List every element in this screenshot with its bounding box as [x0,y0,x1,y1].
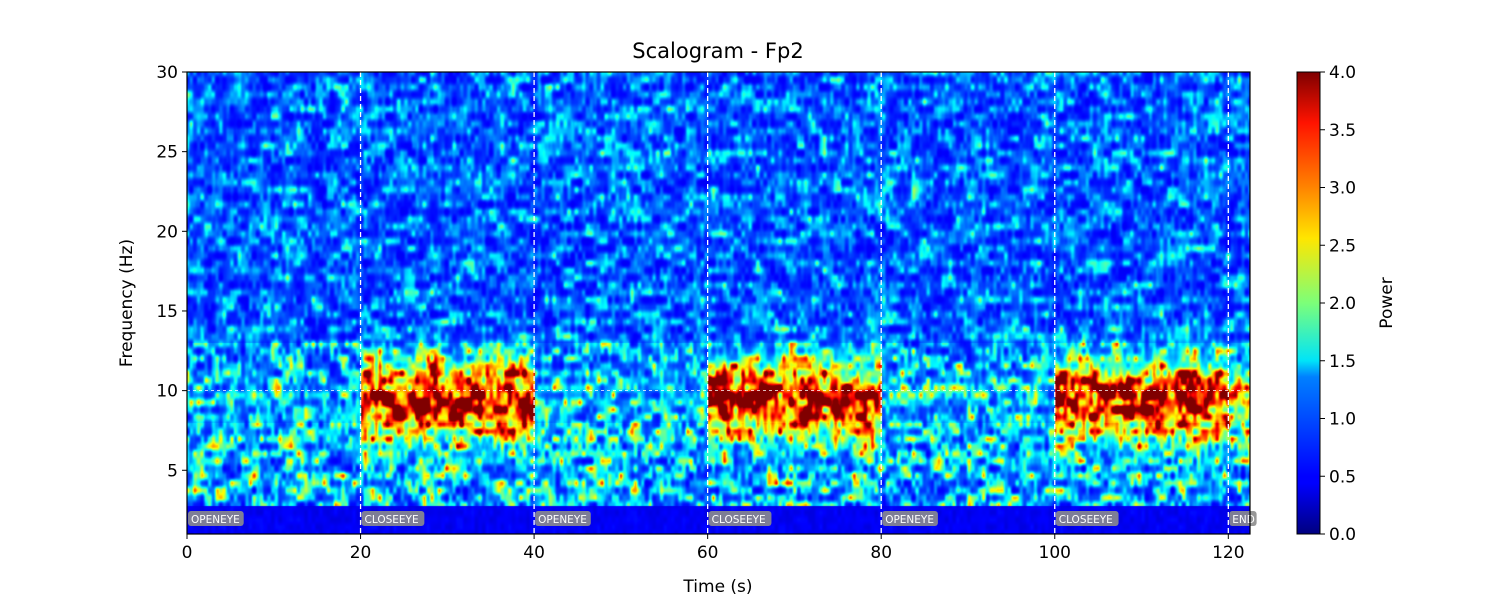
colorbar-label: Power [1377,277,1397,328]
chart-title: Scalogram - Fp2 [632,39,803,63]
y-tick-label: 15 [156,302,178,322]
event-marker-label: CLOSEEYE [365,514,419,526]
x-tick-label: 80 [870,543,892,563]
colorbar-tick-label: 3.0 [1329,179,1356,199]
event-label-box [708,511,772,526]
colorbar-tick-label: 2.0 [1329,294,1356,314]
x-tick-label: 20 [350,543,372,563]
colorbar-tick-label: 1.0 [1329,410,1356,430]
colorbar-tick-label: 0.0 [1329,525,1356,545]
event-marker-label: CLOSEEYE [712,514,766,526]
colorbar-tick-label: 3.5 [1329,121,1356,141]
event-label-box [1055,511,1119,526]
y-tick-label: 10 [156,382,178,402]
colorbar-ticks: 0.0 0.5 1.0 1.5 2.0 2.5 3.0 3.5 4.0 [1320,63,1356,545]
colorbar: 0.0 0.5 1.0 1.5 2.0 2.5 3.0 3.5 4.0 Power [1296,63,1397,545]
x-tick-label: 100 [1039,543,1071,563]
colorbar-tick-label: 4.0 [1329,63,1356,83]
y-axis-label: Frequency (Hz) [117,239,137,367]
plot-frame [186,71,1251,535]
event-marker-label: CLOSEEYE [1059,514,1113,526]
x-tick-label: 40 [523,543,545,563]
y-tick-label: 30 [156,63,178,83]
event-label-box [361,511,425,526]
y-tick-label: 20 [156,222,178,242]
scalogram-heatmap [187,72,1250,534]
colorbar-tick-label: 0.5 [1329,467,1356,487]
event-marker-label: OPENEYE [538,514,587,526]
x-tick-label: 120 [1212,543,1244,563]
x-axis-label: Time (s) [682,577,752,597]
event-marker-label: OPENEYE [191,514,240,526]
y-axis: 5 10 15 20 25 30 [156,63,187,481]
x-tick-label: 0 [182,543,193,563]
y-tick-label: 5 [167,461,178,481]
event-marker-label: END [1232,514,1255,526]
colorbar-tick-label: 1.5 [1329,352,1356,372]
event-marker-label: OPENEYE [885,514,934,526]
x-tick-label: 60 [697,543,719,563]
event-label-box [535,511,591,526]
event-markers: OPENEYE CLOSEEYE OPENEYE CLOSEEYE OPENEYE CLO… [187,72,1257,534]
x-axis: 0 20 40 60 80 100 120 [182,534,1245,563]
plot-area: OPENEYE CLOSEEYE OPENEYE CLOSEEYE OPENEYE CLO… [186,71,1257,535]
colorbar-tick-label: 2.5 [1329,236,1356,256]
colorbar-gradient [1296,71,1321,535]
event-label-box [882,511,938,526]
event-label-box [188,511,244,526]
y-tick-label: 25 [156,143,178,163]
